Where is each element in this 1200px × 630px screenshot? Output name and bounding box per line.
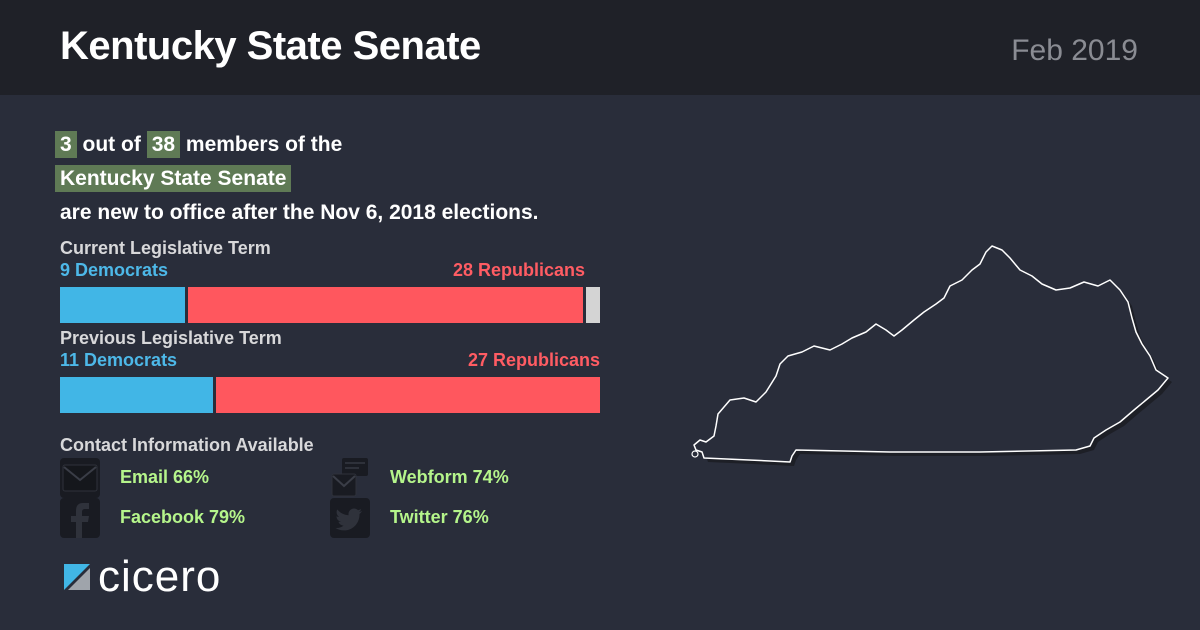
- email-icon: [60, 458, 100, 498]
- summary-text: 3 out of 38 members of the Kentucky Stat…: [55, 128, 655, 230]
- members-of-text: members of the: [185, 133, 343, 156]
- date-label: Feb 2019: [1011, 34, 1138, 67]
- total-members-count: 38: [146, 131, 181, 158]
- current-republicans-segment: [187, 287, 583, 323]
- current-term-bar: [60, 287, 600, 323]
- cicero-logo-mark: [64, 564, 90, 590]
- cicero-logo-text: cicero: [98, 552, 222, 601]
- trailing-text: are new to office after the Nov 6, 2018 …: [60, 201, 539, 224]
- current-republicans-label: 28 Republicans: [452, 260, 585, 280]
- facebook-icon: [60, 498, 100, 538]
- chamber-name: Kentucky State Senate: [55, 165, 292, 192]
- current-term-label: Current Legislative Term: [60, 238, 271, 258]
- facebook-label: Facebook 79%: [120, 507, 246, 527]
- previous-term-bar: [60, 377, 600, 413]
- current-other-segment: [585, 287, 600, 323]
- page-title: Kentucky State Senate: [60, 24, 481, 68]
- out-of-text: out of: [82, 133, 141, 156]
- twitter-label: Twitter 76%: [390, 507, 489, 527]
- previous-republicans-segment: [216, 377, 600, 413]
- previous-democrats-segment: [60, 377, 214, 413]
- previous-democrats-label: 11 Democrats: [60, 350, 178, 370]
- current-democrats-segment: [60, 287, 185, 323]
- webform-label: Webform 74%: [390, 467, 509, 487]
- current-democrats-label: 9 Democrats: [60, 260, 169, 280]
- webform-icon: [330, 458, 370, 498]
- cicero-logo: cicero: [60, 552, 220, 601]
- new-members-count: 3: [55, 131, 77, 158]
- previous-term-label: Previous Legislative Term: [60, 328, 282, 348]
- contact-title: Contact Information Available: [60, 435, 314, 455]
- email-label: Email 66%: [120, 467, 210, 487]
- header-bar: Kentucky State Senate Feb 2019: [0, 0, 1200, 95]
- previous-republicans-label: 27 Republicans: [467, 350, 600, 370]
- kentucky-map: [691, 245, 1172, 466]
- twitter-icon: [330, 498, 370, 538]
